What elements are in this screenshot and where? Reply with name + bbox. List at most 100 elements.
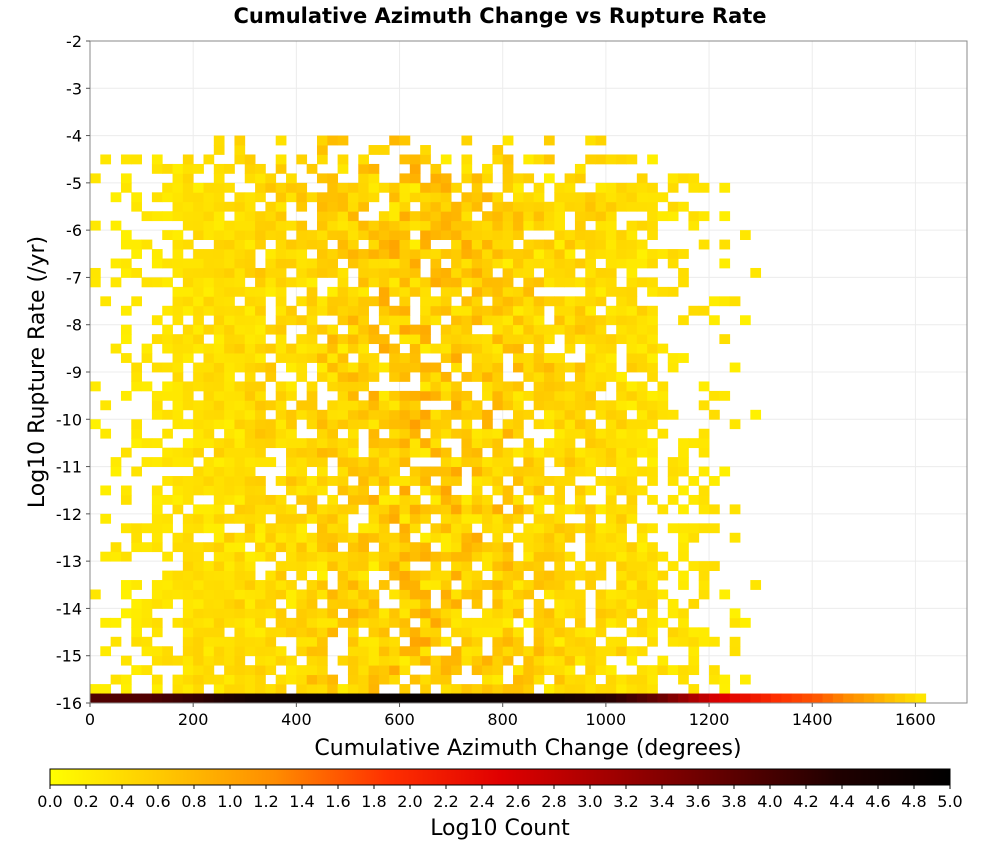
heatmap-cell-bottom-row <box>265 693 277 703</box>
heatmap-cell <box>347 598 359 609</box>
heatmap-cell <box>647 457 658 467</box>
heatmap-cell <box>151 684 163 694</box>
heatmap-cell <box>595 267 607 278</box>
heatmap-cell <box>740 674 751 685</box>
heatmap-cell <box>409 258 421 269</box>
heatmap-cell <box>554 551 566 562</box>
heatmap-cell <box>605 419 617 430</box>
heatmap-cell <box>275 542 287 553</box>
heatmap-cell <box>605 372 617 382</box>
heatmap-cell <box>719 182 731 193</box>
heatmap-cell <box>502 258 514 269</box>
heatmap-cell <box>595 182 607 193</box>
heatmap-cell <box>224 589 235 600</box>
heatmap-cell <box>585 523 596 534</box>
heatmap-cell <box>554 608 566 619</box>
heatmap-cell <box>471 504 483 515</box>
heatmap-cell <box>647 561 658 571</box>
heatmap-cell <box>172 286 184 297</box>
heatmap-cell <box>482 608 493 619</box>
heatmap-cell <box>327 438 339 449</box>
heatmap-cell <box>554 315 566 326</box>
colorbar-tick-label: 2.2 <box>433 792 458 811</box>
heatmap-cell <box>337 617 349 628</box>
heatmap-cell <box>182 485 194 496</box>
heatmap-cell <box>286 617 297 628</box>
heatmap-cell-bottom-row <box>781 693 792 703</box>
heatmap-cell <box>162 655 173 666</box>
heatmap-cell <box>543 655 555 666</box>
heatmap-cell-bottom-row <box>275 693 287 703</box>
heatmap-cell <box>378 438 390 449</box>
heatmap-cell <box>224 230 235 240</box>
heatmap-cell <box>316 258 328 269</box>
heatmap-cell <box>574 570 586 581</box>
heatmap-cell <box>244 608 256 619</box>
heatmap-cell <box>296 513 308 524</box>
heatmap-cell <box>688 598 700 609</box>
heatmap-cell <box>358 372 369 382</box>
heatmap-cell <box>471 305 483 316</box>
heatmap-cell <box>296 296 308 307</box>
heatmap-cell <box>213 135 225 146</box>
heatmap-cell <box>626 381 638 392</box>
heatmap-cell <box>162 163 173 174</box>
colorbar-tick-label: 4.6 <box>865 792 890 811</box>
heatmap-cell <box>275 513 287 524</box>
heatmap-cell <box>616 182 627 193</box>
heatmap-cell <box>193 163 204 174</box>
heatmap-cell <box>358 220 369 231</box>
heatmap-cell <box>234 684 246 694</box>
heatmap-cell <box>513 608 524 619</box>
heatmap-cell <box>461 305 473 316</box>
y-tick-label: -12 <box>56 505 82 524</box>
heatmap-cell <box>193 428 204 439</box>
heatmap-cell <box>255 428 266 439</box>
heatmap-cell <box>523 466 535 477</box>
heatmap-cell <box>244 532 256 543</box>
heatmap-cell <box>595 646 607 657</box>
heatmap-cell <box>306 532 318 543</box>
heatmap-cell <box>647 211 658 222</box>
heatmap-cell <box>440 286 452 297</box>
heatmap-cell <box>182 608 194 619</box>
heatmap-cell <box>203 561 215 571</box>
heatmap-cell <box>327 201 339 212</box>
heatmap-cell <box>554 305 566 316</box>
heatmap-cell <box>585 372 596 382</box>
heatmap-cell <box>316 145 328 155</box>
heatmap-cell <box>554 570 566 581</box>
heatmap-cell <box>657 400 669 411</box>
heatmap-cell <box>554 504 566 515</box>
heatmap-cell <box>616 684 627 694</box>
heatmap-cell <box>120 324 132 335</box>
heatmap-cell <box>647 324 658 335</box>
heatmap-cell <box>193 296 204 307</box>
heatmap-cell <box>203 523 215 534</box>
y-tick-label: -14 <box>56 599 82 618</box>
heatmap-cell <box>244 504 256 515</box>
heatmap-cell <box>605 400 617 411</box>
heatmap-cell <box>698 400 710 411</box>
heatmap-cell <box>636 542 648 553</box>
heatmap-cell <box>595 617 607 628</box>
heatmap-cell <box>193 523 204 534</box>
heatmap-cell <box>698 428 710 439</box>
heatmap-cell <box>616 230 627 240</box>
heatmap-cell <box>533 296 545 307</box>
heatmap-cell <box>543 646 555 657</box>
heatmap-cell <box>574 239 586 250</box>
heatmap-cell <box>296 201 308 212</box>
heatmap-cell <box>182 665 194 676</box>
heatmap-cell <box>275 267 287 278</box>
heatmap-cell <box>162 570 173 581</box>
heatmap-cell <box>554 674 566 685</box>
heatmap-cell <box>543 494 555 505</box>
heatmap-cell <box>347 684 359 694</box>
heatmap-cell <box>564 532 576 543</box>
heatmap-cell <box>698 182 710 193</box>
heatmap-cell <box>255 485 266 496</box>
heatmap-cell <box>667 182 679 193</box>
heatmap-cell <box>203 655 215 666</box>
